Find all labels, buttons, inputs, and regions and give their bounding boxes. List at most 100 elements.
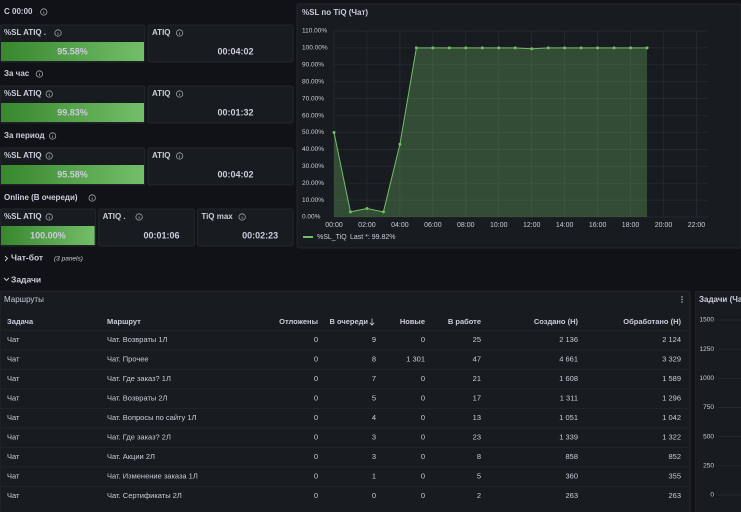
- menu-dot[interactable]: [681, 296, 683, 298]
- table-cell: Чат: [7, 452, 20, 461]
- row-chevron[interactable]: [4, 255, 9, 262]
- table-cell: 3: [372, 452, 376, 461]
- stat-title: %SL ATIQ: [4, 212, 42, 221]
- table-cell: 0: [421, 335, 425, 344]
- info-icon[interactable]: [48, 132, 57, 140]
- column-header[interactable]: Отложены: [279, 317, 318, 326]
- table-cell: 13: [473, 413, 481, 422]
- y-tick-label: 90.00%: [302, 62, 324, 69]
- legend-name[interactable]: %SL_TiQ: [317, 234, 347, 241]
- info-icon[interactable]: [45, 90, 53, 98]
- info-icon-circle: [45, 152, 53, 160]
- row-title[interactable]: Чат-бот: [11, 252, 43, 262]
- stat-value: 100.00%: [30, 230, 66, 240]
- table-cell: Чат: [7, 393, 20, 402]
- stat-bar: [1, 226, 95, 245]
- info-icon[interactable]: [54, 29, 62, 37]
- table-cell: 8: [372, 354, 376, 363]
- series-point: [579, 46, 583, 50]
- y-tick-label: 750: [703, 404, 714, 411]
- x-tick-label: 14:00: [556, 222, 574, 229]
- table-cell: 1 051: [559, 413, 578, 422]
- panel: [0, 290, 691, 512]
- table-cell: 0: [314, 413, 318, 422]
- series-point: [513, 46, 517, 50]
- stat-title: %SL ATIQ: [4, 89, 42, 98]
- table-cell: 0: [372, 491, 376, 500]
- info-icon[interactable]: [176, 29, 184, 37]
- stat-value: 95.58%: [57, 169, 88, 179]
- table-cell: Чат. Сертификаты 2Л: [107, 491, 182, 500]
- y-tick-label: 40.00%: [302, 146, 324, 153]
- y-tick-label: 1500: [700, 317, 715, 324]
- x-tick-label: 16:00: [589, 222, 607, 229]
- side-panel: Задачи (Ча 0 250 500 750 1000 1250 1500: [695, 291, 741, 512]
- info-icon[interactable]: [35, 70, 44, 78]
- info-icon[interactable]: [88, 194, 96, 202]
- y-tick-label: 250: [703, 463, 714, 470]
- table-cell: 0: [421, 471, 425, 480]
- series-point: [645, 46, 649, 50]
- table-cell: 25: [473, 335, 481, 344]
- y-tick-label: 100.00%: [302, 45, 328, 52]
- table-cell: 1 311: [560, 393, 578, 402]
- table-cell: Чат: [7, 335, 20, 344]
- row-note: (3 panels): [54, 256, 83, 263]
- menu-dot[interactable]: [681, 301, 683, 303]
- series-point: [480, 46, 484, 50]
- row-title[interactable]: Задачи: [11, 274, 41, 284]
- series-point: [464, 46, 468, 50]
- table-cell: Чат: [7, 471, 20, 480]
- menu-dot[interactable]: [681, 298, 683, 301]
- column-header[interactable]: В работе: [448, 317, 481, 326]
- info-icon[interactable]: [176, 90, 184, 98]
- info-icon-circle: [54, 29, 62, 37]
- panel: [147, 147, 294, 186]
- info-icon[interactable]: [45, 213, 53, 221]
- table-cell: 9: [372, 335, 376, 344]
- series-point: [530, 47, 534, 51]
- table-cell: 47: [473, 354, 481, 363]
- column-header[interactable]: Создано (Н): [534, 317, 579, 326]
- table-cell: 0: [421, 452, 425, 461]
- y-tick-label: 500: [703, 433, 714, 440]
- series-point: [629, 46, 633, 50]
- info-icon[interactable]: [176, 152, 184, 160]
- x-tick-label: 06:00: [424, 222, 442, 229]
- table-cell: 5: [372, 393, 376, 402]
- y-tick-label: 60.00%: [302, 112, 324, 119]
- x-tick-label: 08:00: [457, 222, 475, 229]
- table-cell: 0: [314, 335, 318, 344]
- table-cell: 4 661: [559, 354, 578, 363]
- table-cell: 360: [565, 471, 578, 480]
- sort-arrow: [369, 318, 375, 326]
- info-icon-circle: [176, 29, 184, 37]
- table-cell: 7: [372, 374, 376, 383]
- table-cell: Чат. Акции 2Л: [107, 452, 155, 461]
- row-chevron[interactable]: [3, 277, 10, 282]
- column-header[interactable]: Задача: [7, 317, 34, 326]
- panel: [147, 24, 294, 63]
- panel: [147, 85, 294, 124]
- info-icon[interactable]: [45, 152, 53, 160]
- table-cell: 263: [565, 491, 578, 500]
- info-icon[interactable]: [40, 8, 48, 16]
- table-cell: 355: [668, 471, 681, 480]
- stat-bar: [1, 165, 144, 184]
- column-header[interactable]: Маршрут: [107, 317, 141, 326]
- stat-value: 00:02:23: [242, 230, 278, 240]
- table-cell: 3 329: [662, 354, 681, 363]
- table-cell: Чат: [7, 354, 20, 363]
- y-tick-label: 70.00%: [302, 95, 324, 102]
- table-cell: 0: [314, 354, 318, 363]
- column-header[interactable]: В очереди: [329, 317, 368, 326]
- column-header[interactable]: Обработано (Н): [623, 317, 681, 326]
- x-tick-label: 22:00: [688, 222, 706, 229]
- info-icon[interactable]: [135, 213, 143, 221]
- group-title: Online (В очереди): [4, 193, 78, 202]
- stat-value: 00:01:06: [143, 230, 179, 240]
- info-icon[interactable]: [238, 213, 246, 221]
- series-point: [414, 46, 418, 50]
- info-icon-circle: [135, 213, 143, 221]
- column-header[interactable]: Новые: [400, 317, 425, 326]
